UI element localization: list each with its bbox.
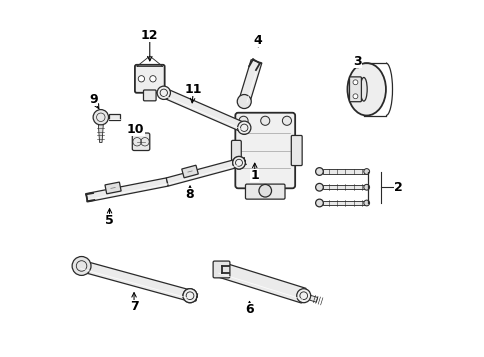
Circle shape (296, 289, 310, 303)
Polygon shape (182, 165, 198, 178)
Text: 9: 9 (90, 93, 98, 106)
Circle shape (363, 169, 369, 174)
Polygon shape (166, 159, 240, 186)
Circle shape (352, 80, 357, 85)
Circle shape (315, 168, 323, 175)
Polygon shape (108, 115, 120, 120)
Text: 11: 11 (184, 83, 202, 96)
Circle shape (150, 76, 156, 82)
Polygon shape (323, 185, 366, 189)
Circle shape (315, 199, 323, 207)
Circle shape (239, 116, 248, 125)
Text: 4: 4 (253, 34, 262, 47)
Polygon shape (80, 261, 191, 301)
Polygon shape (86, 178, 168, 202)
FancyBboxPatch shape (132, 133, 150, 151)
Circle shape (237, 121, 250, 135)
Text: 8: 8 (185, 188, 194, 201)
Ellipse shape (347, 63, 385, 116)
FancyBboxPatch shape (245, 184, 285, 199)
Polygon shape (309, 296, 317, 302)
Circle shape (260, 116, 269, 125)
Circle shape (72, 257, 91, 275)
Circle shape (363, 200, 369, 206)
Text: 6: 6 (245, 303, 253, 316)
Circle shape (157, 86, 170, 100)
Polygon shape (189, 293, 197, 300)
Circle shape (182, 289, 197, 303)
FancyBboxPatch shape (231, 140, 241, 161)
Circle shape (93, 110, 108, 125)
FancyBboxPatch shape (143, 90, 156, 101)
FancyBboxPatch shape (235, 113, 295, 188)
Polygon shape (105, 182, 121, 194)
Polygon shape (238, 159, 245, 165)
Circle shape (232, 156, 245, 169)
Circle shape (258, 185, 271, 197)
Polygon shape (162, 88, 246, 132)
Text: 7: 7 (129, 300, 138, 313)
Circle shape (232, 156, 245, 169)
Circle shape (138, 76, 144, 82)
FancyBboxPatch shape (349, 77, 361, 102)
FancyBboxPatch shape (291, 135, 302, 166)
Ellipse shape (360, 77, 366, 101)
Polygon shape (239, 60, 261, 103)
Text: 1: 1 (250, 169, 258, 181)
Circle shape (237, 95, 251, 109)
FancyBboxPatch shape (135, 65, 164, 93)
Circle shape (315, 183, 323, 191)
Text: 10: 10 (127, 123, 144, 136)
Text: 3: 3 (353, 55, 362, 68)
FancyBboxPatch shape (212, 261, 229, 278)
Polygon shape (98, 125, 103, 142)
Text: 2: 2 (393, 181, 402, 194)
Text: 12: 12 (141, 29, 158, 41)
Polygon shape (217, 262, 305, 303)
Circle shape (182, 289, 197, 303)
Text: 5: 5 (105, 214, 114, 227)
Polygon shape (323, 201, 366, 205)
Circle shape (282, 116, 291, 125)
Circle shape (352, 94, 357, 99)
Polygon shape (323, 170, 366, 174)
Circle shape (363, 184, 369, 190)
